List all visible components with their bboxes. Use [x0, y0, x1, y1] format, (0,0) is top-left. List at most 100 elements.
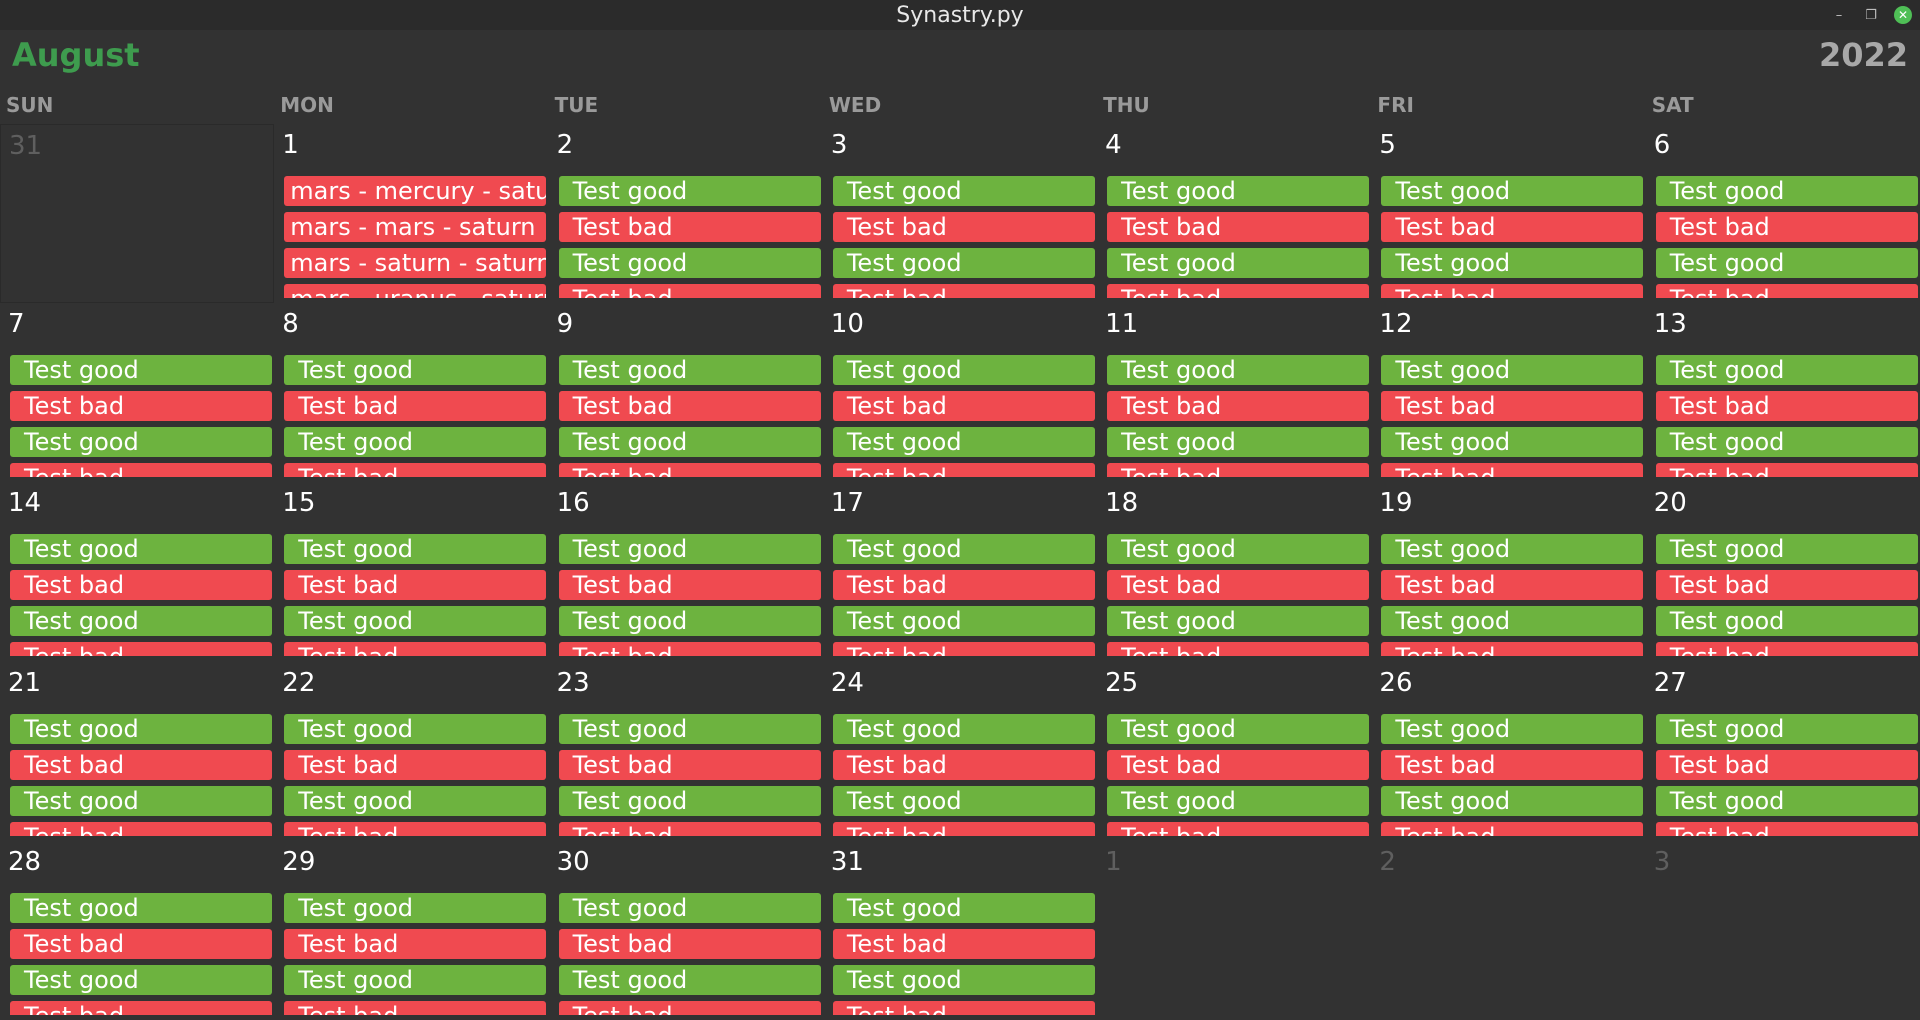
event-bad[interactable]: Test bad: [1381, 212, 1644, 242]
maximize-icon[interactable]: ❐: [1865, 7, 1877, 23]
event-bad[interactable]: Test bad: [10, 391, 272, 422]
event-good[interactable]: Test good: [10, 785, 272, 816]
event-good[interactable]: Test good: [1655, 534, 1918, 565]
event-good[interactable]: Test good: [1655, 248, 1918, 278]
event-good[interactable]: Test good: [1381, 606, 1644, 637]
day-cell[interactable]: 27 Test good Test bad Test good Test bad: [1646, 662, 1920, 841]
event-good[interactable]: Test good: [558, 534, 821, 565]
event-bad[interactable]: Test bad: [1107, 212, 1370, 242]
event-bad[interactable]: Test bad: [1655, 642, 1918, 657]
event-good[interactable]: Test good: [832, 427, 1095, 458]
day-cell[interactable]: 25 Test good Test bad Test good Test bad: [1097, 662, 1371, 841]
event-good[interactable]: Test good: [558, 248, 821, 278]
day-cell[interactable]: 18 Test good Test bad Test good Test bad: [1097, 482, 1371, 661]
event-bad[interactable]: Test bad: [558, 570, 821, 601]
event-bad[interactable]: Test bad: [284, 391, 547, 422]
event-bad[interactable]: Test bad: [1107, 391, 1370, 422]
event-bad[interactable]: Test bad: [1381, 821, 1644, 836]
day-cell[interactable]: 19 Test good Test bad Test good Test bad: [1371, 482, 1645, 661]
event-good[interactable]: Test good: [284, 964, 547, 995]
event-good[interactable]: Test good: [558, 892, 821, 923]
day-cell[interactable]: 1 mars - mercury - saturn mars - mars - sa…: [274, 124, 548, 303]
event-bad[interactable]: Test bad: [10, 749, 272, 780]
event-good[interactable]: Test good: [832, 785, 1095, 816]
event-good[interactable]: Test good: [10, 427, 272, 458]
day-cell[interactable]: 31: [0, 124, 275, 304]
event-bad[interactable]: Test bad: [1107, 642, 1370, 657]
event-bad[interactable]: Test bad: [1655, 570, 1918, 601]
event-good[interactable]: Test good: [10, 355, 272, 386]
event-good[interactable]: Test good: [832, 176, 1095, 206]
event-bad[interactable]: Test bad: [558, 821, 821, 836]
event-bad[interactable]: Test bad: [1381, 749, 1644, 780]
event-good[interactable]: Test good: [558, 785, 821, 816]
close-icon[interactable]: ✕: [1894, 6, 1912, 24]
event-good[interactable]: Test good: [832, 355, 1095, 386]
event-good[interactable]: Test good: [284, 713, 547, 744]
day-cell[interactable]: 31 Test good Test bad Test good Test bad: [823, 841, 1097, 1020]
event-good[interactable]: Test good: [1655, 427, 1918, 458]
event-bad[interactable]: Test bad: [558, 1000, 821, 1015]
event-bad[interactable]: Test bad: [1107, 570, 1370, 601]
event-bad[interactable]: Test bad: [1655, 821, 1918, 836]
event-bad[interactable]: Test bad: [1381, 642, 1644, 657]
event-good[interactable]: Test good: [10, 713, 272, 744]
event-bad[interactable]: Test bad: [558, 391, 821, 422]
event-bad[interactable]: Test bad: [1381, 284, 1644, 298]
event-good[interactable]: Test good: [832, 248, 1095, 278]
event-good[interactable]: Test good: [1655, 355, 1918, 386]
event-bad[interactable]: Test bad: [832, 391, 1095, 422]
event-good[interactable]: Test good: [284, 606, 547, 637]
event-good[interactable]: Test good: [284, 534, 547, 565]
event-bad[interactable]: Test bad: [832, 284, 1095, 298]
event-bad[interactable]: Test bad: [1655, 391, 1918, 422]
event-good[interactable]: Test good: [1107, 248, 1370, 278]
day-cell[interactable]: 8 Test good Test bad Test good Test bad: [274, 303, 548, 482]
event-bad[interactable]: Test bad: [284, 1000, 547, 1015]
event-good[interactable]: Test good: [558, 713, 821, 744]
event-bad[interactable]: Test bad: [832, 212, 1095, 242]
event-bad[interactable]: Test bad: [832, 1000, 1095, 1015]
event-good[interactable]: Test good: [558, 355, 821, 386]
event-good[interactable]: Test good: [832, 892, 1095, 923]
event-good[interactable]: Test good: [10, 964, 272, 995]
day-cell[interactable]: 23 Test good Test bad Test good Test bad: [549, 662, 823, 841]
event-bad[interactable]: Test bad: [558, 928, 821, 959]
day-cell[interactable]: 14 Test good Test bad Test good Test bad: [0, 482, 274, 661]
event-bad[interactable]: Test bad: [1655, 463, 1918, 478]
event-good[interactable]: Test good: [1107, 176, 1370, 206]
day-cell[interactable]: 10 Test good Test bad Test good Test bad: [823, 303, 1097, 482]
event-bad[interactable]: Test bad: [1107, 821, 1370, 836]
event-bad[interactable]: Test bad: [1107, 284, 1370, 298]
event-good[interactable]: Test good: [1381, 427, 1644, 458]
event-good[interactable]: Test good: [558, 176, 821, 206]
event-good[interactable]: Test good: [1655, 713, 1918, 744]
event-bad[interactable]: Test bad: [10, 821, 272, 836]
event-bad[interactable]: Test bad: [10, 1000, 272, 1015]
event-bad[interactable]: Test bad: [1107, 749, 1370, 780]
event-bad[interactable]: Test bad: [1655, 284, 1918, 298]
day-cell[interactable]: 20 Test good Test bad Test good Test bad: [1646, 482, 1920, 661]
event-good[interactable]: Test good: [1107, 534, 1370, 565]
event-good[interactable]: Test good: [284, 427, 547, 458]
event-bad[interactable]: mars - mercury - saturn: [284, 176, 547, 206]
event-good[interactable]: Test good: [1107, 785, 1370, 816]
event-bad[interactable]: Test bad: [832, 642, 1095, 657]
day-cell[interactable]: 15 Test good Test bad Test good Test bad: [274, 482, 548, 661]
event-bad[interactable]: Test bad: [284, 642, 547, 657]
day-cell[interactable]: 3: [1646, 841, 1920, 1020]
event-good[interactable]: Test good: [1381, 713, 1644, 744]
event-good[interactable]: Test good: [558, 606, 821, 637]
event-good[interactable]: Test good: [1655, 606, 1918, 637]
event-good[interactable]: Test good: [1381, 176, 1644, 206]
event-bad[interactable]: Test bad: [832, 749, 1095, 780]
event-good[interactable]: Test good: [832, 964, 1095, 995]
event-bad[interactable]: Test bad: [10, 928, 272, 959]
day-cell[interactable]: 28 Test good Test bad Test good Test bad: [0, 841, 274, 1020]
day-cell[interactable]: 4 Test good Test bad Test good Test bad: [1097, 124, 1371, 303]
event-good[interactable]: Test good: [1381, 355, 1644, 386]
day-cell[interactable]: 2 Test good Test bad Test good Test bad: [549, 124, 823, 303]
day-cell[interactable]: 30 Test good Test bad Test good Test bad: [549, 841, 823, 1020]
event-good[interactable]: Test good: [284, 355, 547, 386]
event-good[interactable]: Test good: [1107, 427, 1370, 458]
